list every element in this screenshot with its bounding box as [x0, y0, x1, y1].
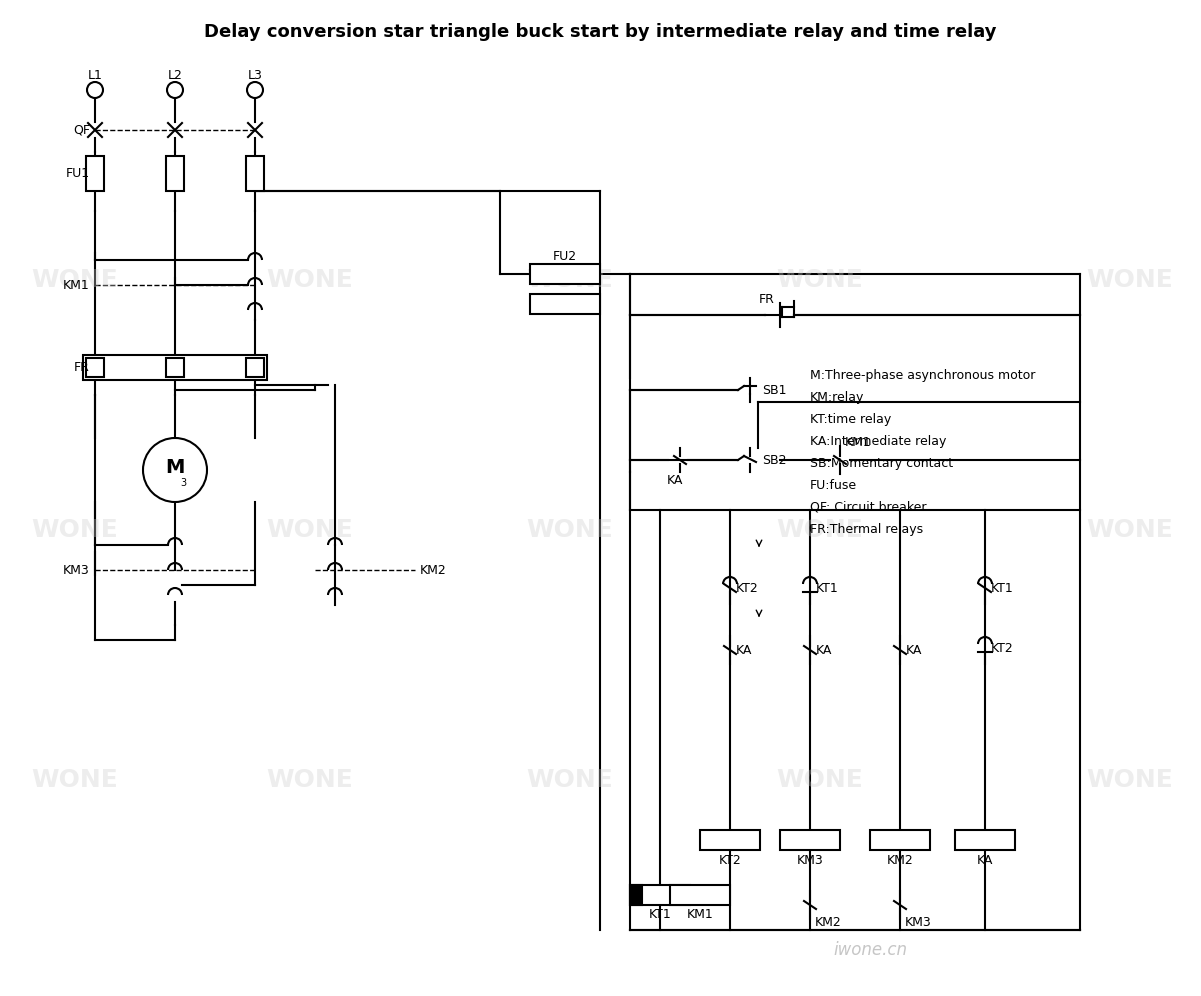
Text: QF: QF — [73, 124, 90, 136]
Text: WONE: WONE — [526, 518, 614, 542]
Text: KA: KA — [815, 643, 832, 656]
Text: WONE: WONE — [1087, 268, 1173, 292]
Text: WONE: WONE — [31, 768, 119, 792]
Bar — [86, 358, 104, 377]
Text: KA:Intermediate relay: KA:Intermediate relay — [809, 434, 946, 447]
Text: 3: 3 — [180, 478, 186, 488]
Text: KM1: KM1 — [687, 908, 713, 921]
Text: KM2: KM2 — [815, 916, 842, 929]
Text: L1: L1 — [88, 69, 102, 82]
Text: KM3: KM3 — [796, 854, 824, 867]
Text: QF: Circuit breaker: QF: Circuit breaker — [809, 501, 926, 514]
Text: KT:time relay: KT:time relay — [809, 412, 891, 425]
Text: KM1: KM1 — [64, 279, 90, 292]
Text: iwone.cn: iwone.cn — [833, 941, 907, 959]
Text: KM:relay: KM:relay — [809, 390, 865, 403]
Text: KM3: KM3 — [906, 916, 932, 929]
Text: KM3: KM3 — [64, 564, 90, 577]
Text: KM2: KM2 — [886, 854, 914, 867]
Bar — [870, 830, 930, 850]
Bar — [166, 156, 184, 191]
Text: L3: L3 — [247, 69, 263, 82]
Bar — [246, 358, 264, 377]
Text: M: M — [166, 457, 185, 476]
Bar — [631, 885, 691, 905]
Text: WONE: WONE — [526, 268, 614, 292]
Text: KT2: KT2 — [736, 582, 759, 595]
Text: M:Three-phase asynchronous motor: M:Three-phase asynchronous motor — [809, 369, 1035, 381]
Text: FR: FR — [759, 293, 775, 306]
Text: FU2: FU2 — [552, 250, 576, 263]
Text: SB:Momentary contact: SB:Momentary contact — [809, 456, 954, 469]
Text: WONE: WONE — [777, 768, 864, 792]
Text: FR:Thermal relays: FR:Thermal relays — [809, 523, 924, 536]
Text: WONE: WONE — [777, 518, 864, 542]
Text: FR: FR — [74, 361, 90, 374]
Text: WONE: WONE — [267, 518, 353, 542]
Text: KT1: KT1 — [991, 582, 1014, 595]
Text: WONE: WONE — [1087, 518, 1173, 542]
Text: SB1: SB1 — [761, 383, 787, 396]
Text: WONE: WONE — [1087, 768, 1173, 792]
Text: KT1: KT1 — [649, 908, 671, 921]
Text: WONE: WONE — [267, 768, 353, 792]
Text: WONE: WONE — [777, 268, 864, 292]
Text: KA: KA — [906, 643, 922, 656]
Text: KT2: KT2 — [718, 854, 741, 867]
Bar — [670, 885, 730, 905]
Bar — [166, 358, 184, 377]
Text: KT1: KT1 — [815, 582, 838, 595]
Text: WONE: WONE — [267, 268, 353, 292]
Text: WONE: WONE — [31, 518, 119, 542]
Bar — [86, 156, 104, 191]
Text: Delay conversion star triangle buck start by intermediate relay and time relay: Delay conversion star triangle buck star… — [204, 23, 997, 41]
Bar — [700, 830, 760, 850]
Text: KM2: KM2 — [420, 564, 447, 577]
Text: KA: KA — [736, 643, 752, 656]
Text: WONE: WONE — [526, 768, 614, 792]
Bar — [530, 264, 600, 284]
Text: WONE: WONE — [31, 268, 119, 292]
Bar — [779, 830, 839, 850]
Bar — [955, 830, 1015, 850]
Text: FU:fuse: FU:fuse — [809, 478, 858, 491]
Bar — [246, 156, 264, 191]
Circle shape — [247, 82, 263, 98]
Circle shape — [167, 82, 183, 98]
Bar — [530, 294, 600, 314]
Text: SB2: SB2 — [761, 453, 787, 466]
Text: KT2: KT2 — [991, 641, 1014, 654]
Text: KA: KA — [976, 854, 993, 867]
Circle shape — [86, 82, 103, 98]
Text: FU1: FU1 — [66, 166, 90, 179]
Text: KA: KA — [667, 473, 683, 486]
Circle shape — [143, 438, 207, 502]
Text: L2: L2 — [168, 69, 183, 82]
Text: KM1: KM1 — [846, 435, 872, 448]
Bar — [631, 885, 643, 905]
Bar — [83, 355, 267, 380]
